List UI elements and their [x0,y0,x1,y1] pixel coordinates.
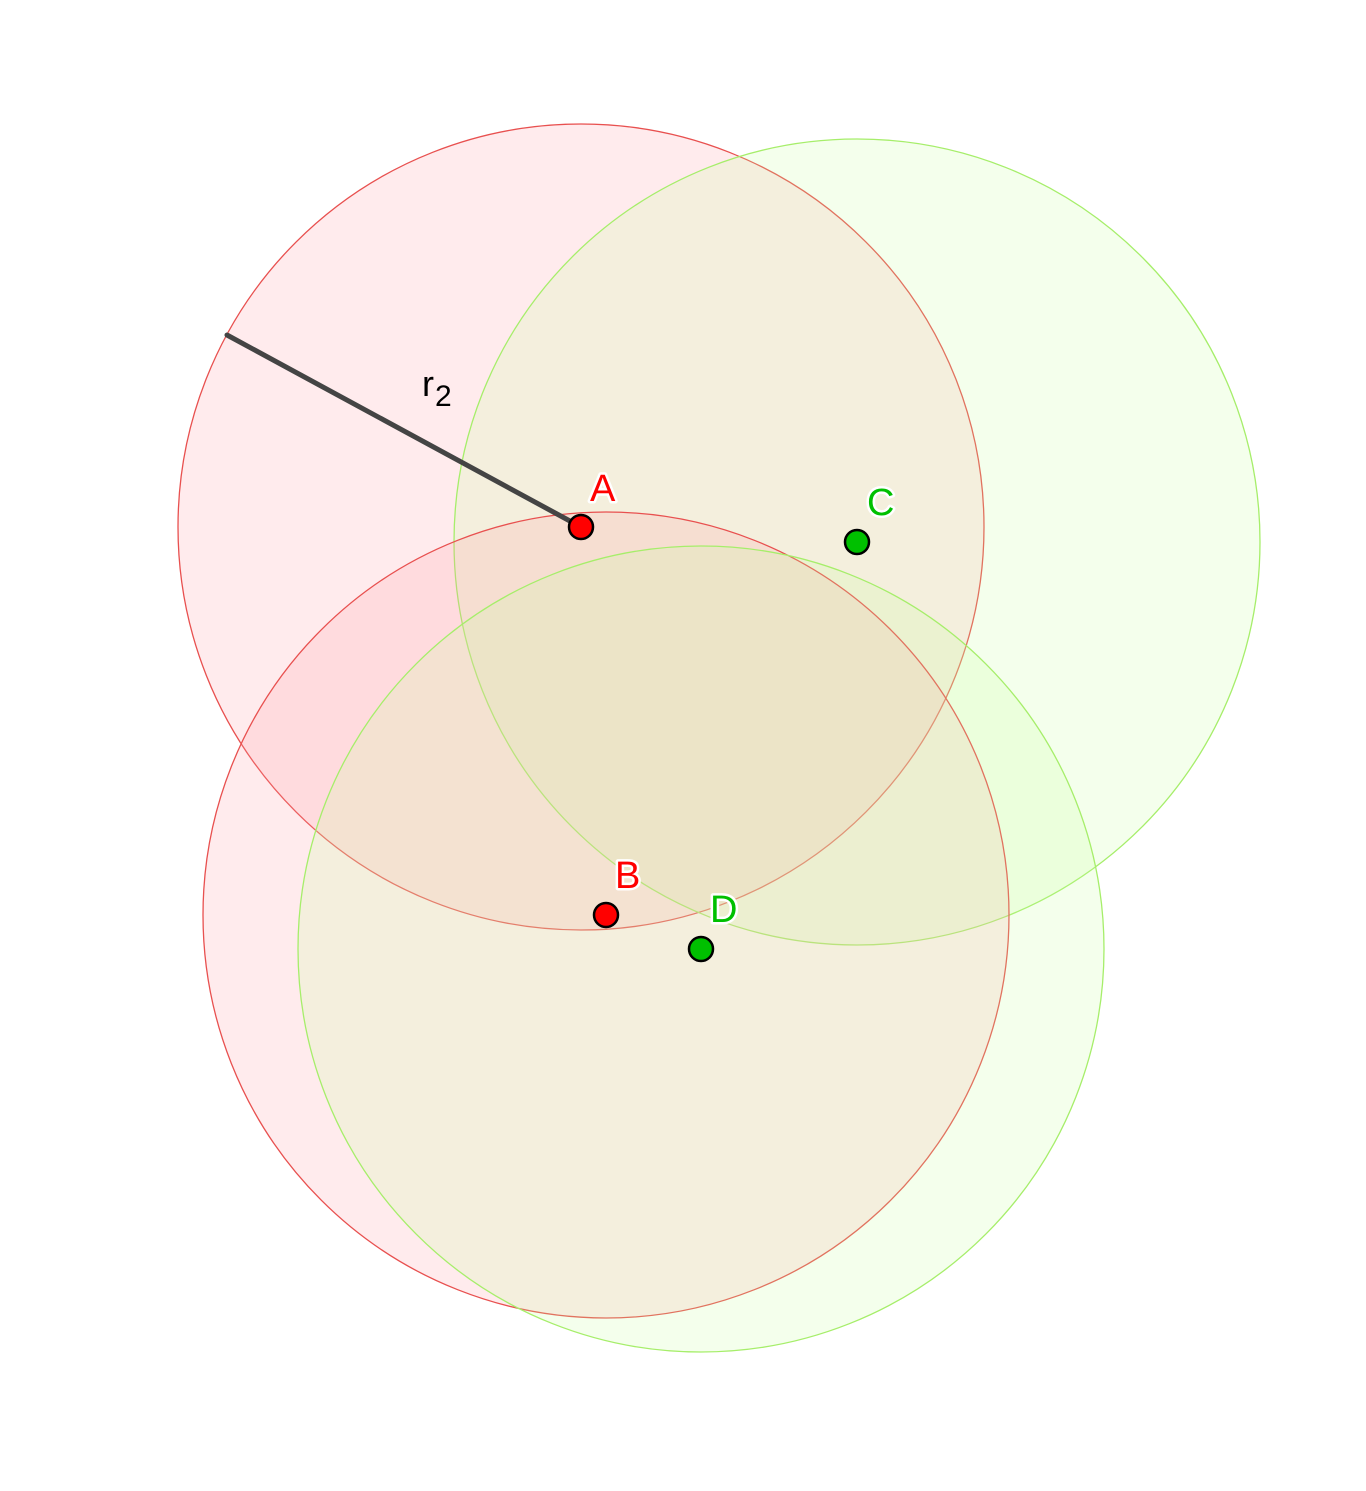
radius-segment-r2[interactable] [224,332,584,530]
point-a[interactable] [567,513,595,541]
point-label-b: B [615,855,640,897]
point-label-a: A [590,468,616,510]
point-label-d: D [710,889,737,931]
segment-label-sub: 2 [435,380,452,413]
segment-label-main: r [422,363,434,404]
point-d[interactable] [687,935,715,963]
circles-layer [177,123,1261,1353]
points-layer: A B C D [567,466,897,963]
point-c[interactable] [843,528,871,556]
point-label-c: C [867,482,894,524]
point-b[interactable] [592,901,620,929]
segment-label-r2: r2 [422,363,452,413]
